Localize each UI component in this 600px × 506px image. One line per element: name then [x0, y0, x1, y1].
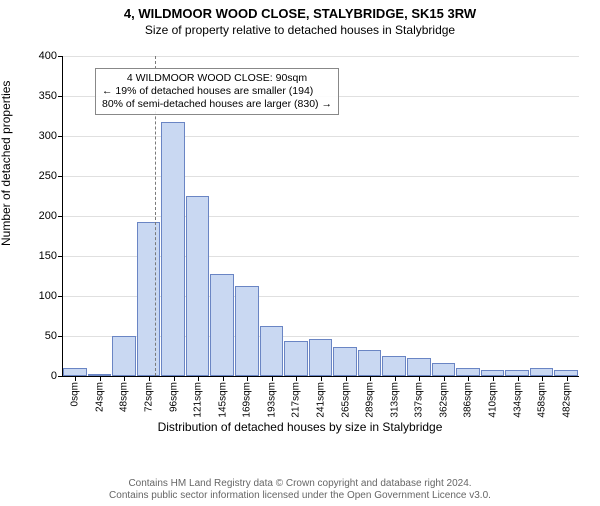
histogram-bar	[407, 358, 431, 376]
annotation-line-3: 80% of semi-detached houses are larger (…	[102, 98, 332, 111]
y-tick-label: 200	[39, 210, 63, 222]
x-tick-label: 217sqm	[291, 382, 302, 418]
x-tick-label: 482sqm	[561, 382, 572, 418]
x-tick	[100, 376, 101, 381]
histogram-bar	[309, 339, 333, 376]
x-tick	[468, 376, 469, 381]
histogram-bar	[137, 222, 161, 376]
x-tick-label: 410sqm	[488, 382, 499, 418]
grid-line	[63, 176, 579, 177]
x-tick-label: 121sqm	[193, 382, 204, 418]
y-tick-label: 100	[39, 290, 63, 302]
x-tick	[419, 376, 420, 381]
plot-area: 0501001502002503003504000sqm24sqm48sqm72…	[62, 56, 579, 377]
x-tick	[75, 376, 76, 381]
x-tick-label: 48sqm	[119, 382, 130, 412]
annotation-line-2: ← 19% of detached houses are smaller (19…	[102, 85, 332, 98]
histogram-bar	[333, 347, 357, 376]
grid-line	[63, 136, 579, 137]
y-axis-label: Number of detached properties	[0, 81, 13, 246]
y-tick-label: 50	[45, 330, 63, 342]
footer-line-1: Contains HM Land Registry data © Crown c…	[0, 478, 600, 490]
x-tick-label: 145sqm	[217, 382, 228, 418]
x-tick	[542, 376, 543, 381]
x-tick	[567, 376, 568, 381]
histogram-bar	[235, 286, 259, 376]
x-tick-label: 289sqm	[365, 382, 376, 418]
y-tick-label: 0	[51, 370, 63, 382]
x-tick-label: 96sqm	[168, 382, 179, 412]
histogram-bar	[456, 368, 480, 376]
x-tick	[174, 376, 175, 381]
histogram-bar	[186, 196, 210, 376]
x-tick	[198, 376, 199, 381]
x-tick-label: 169sqm	[242, 382, 253, 418]
x-tick-label: 362sqm	[438, 382, 449, 418]
page-title: 4, WILDMOOR WOOD CLOSE, STALYBRIDGE, SK1…	[0, 6, 600, 21]
x-tick	[149, 376, 150, 381]
annotation-line-1: 4 WILDMOOR WOOD CLOSE: 90sqm	[102, 72, 332, 85]
grid-line	[63, 56, 579, 57]
x-tick	[444, 376, 445, 381]
x-axis-label: Distribution of detached houses by size …	[0, 420, 600, 434]
y-tick-label: 400	[39, 50, 63, 62]
x-tick-label: 337sqm	[414, 382, 425, 418]
histogram-bar	[161, 122, 185, 376]
y-tick-label: 300	[39, 130, 63, 142]
x-tick-label: 265sqm	[340, 382, 351, 418]
x-tick	[395, 376, 396, 381]
x-tick	[247, 376, 248, 381]
y-tick-label: 350	[39, 90, 63, 102]
x-tick	[346, 376, 347, 381]
histogram-bar	[112, 336, 136, 376]
x-tick	[370, 376, 371, 381]
x-tick	[296, 376, 297, 381]
annotation-box: 4 WILDMOOR WOOD CLOSE: 90sqm← 19% of det…	[95, 68, 339, 115]
footer-attribution: Contains HM Land Registry data © Crown c…	[0, 478, 600, 502]
x-tick-label: 434sqm	[512, 382, 523, 418]
chart-container: Number of detached properties 0501001502…	[0, 46, 600, 446]
histogram-bar	[260, 326, 284, 376]
y-tick-label: 250	[39, 170, 63, 182]
y-tick-label: 150	[39, 250, 63, 262]
grid-line	[63, 216, 579, 217]
x-tick	[124, 376, 125, 381]
histogram-bar	[530, 368, 554, 376]
x-tick-label: 241sqm	[316, 382, 327, 418]
histogram-bar	[358, 350, 382, 376]
x-tick	[272, 376, 273, 381]
x-tick	[493, 376, 494, 381]
histogram-bar	[210, 274, 234, 376]
footer-line-2: Contains public sector information licen…	[0, 490, 600, 502]
histogram-bar	[382, 356, 406, 376]
x-tick	[223, 376, 224, 381]
x-tick-label: 386sqm	[463, 382, 474, 418]
page-subtitle: Size of property relative to detached ho…	[0, 23, 600, 37]
x-tick-label: 72sqm	[144, 382, 155, 412]
x-tick-label: 313sqm	[389, 382, 400, 418]
histogram-bar	[63, 368, 87, 376]
histogram-bar	[432, 363, 456, 376]
x-tick	[518, 376, 519, 381]
x-tick-label: 193sqm	[266, 382, 277, 418]
x-tick-label: 24sqm	[94, 382, 105, 412]
histogram-bar	[284, 341, 308, 376]
x-tick-label: 458sqm	[537, 382, 548, 418]
x-tick	[321, 376, 322, 381]
x-tick-label: 0sqm	[70, 382, 81, 406]
